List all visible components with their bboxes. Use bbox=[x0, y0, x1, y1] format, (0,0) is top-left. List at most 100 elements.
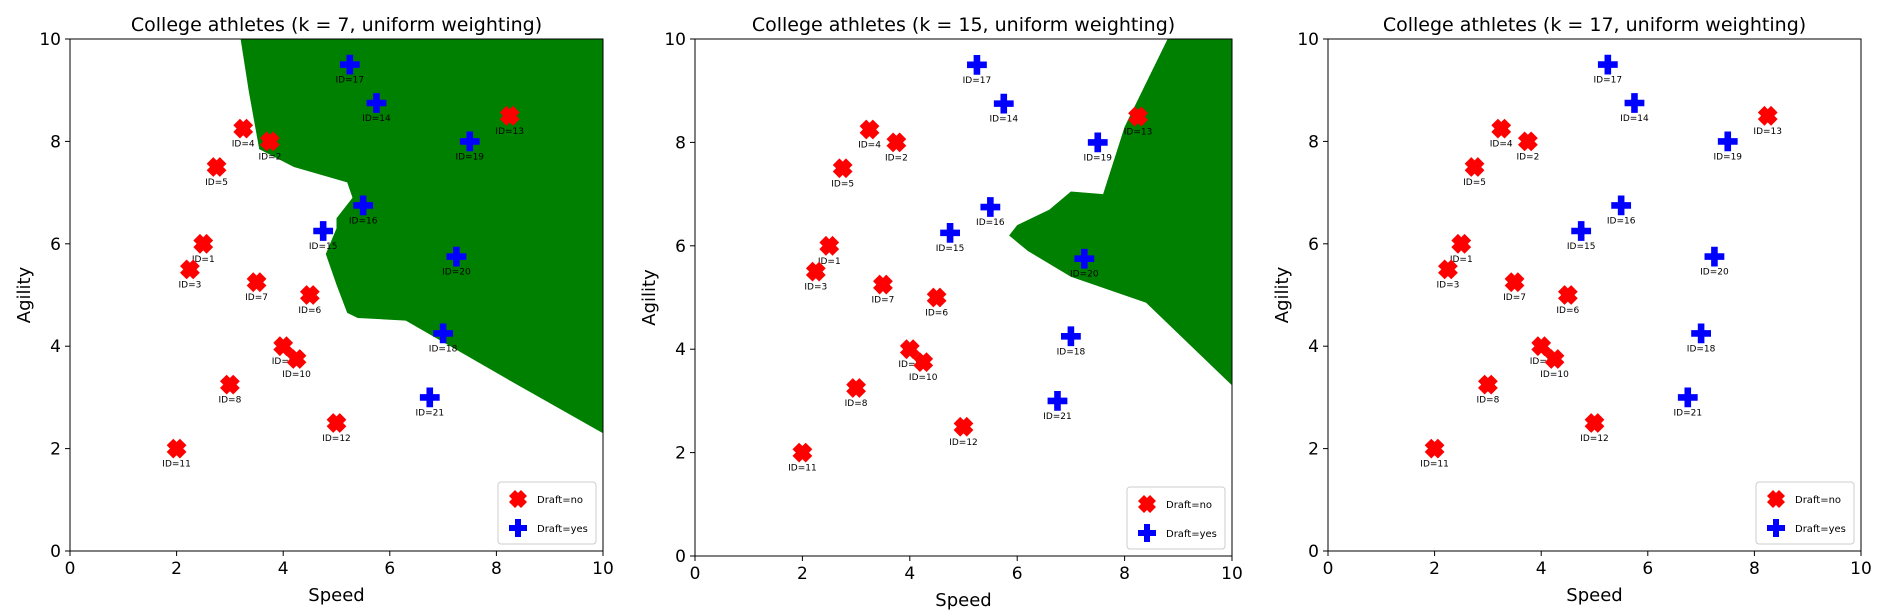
data-point-id-13 bbox=[1128, 106, 1148, 127]
y-tick-label: 0 bbox=[50, 542, 61, 562]
data-point-id-4 bbox=[233, 118, 254, 139]
point-label-id-11: ID=11 bbox=[1420, 460, 1449, 470]
legend-marker-draft-yes bbox=[509, 519, 527, 537]
y-tick-label: 2 bbox=[1308, 440, 1319, 460]
data-point-id-14 bbox=[366, 93, 387, 113]
point-label-id-6: ID=6 bbox=[925, 309, 948, 319]
x-tick-label: 10 bbox=[1850, 559, 1872, 579]
point-label-id-20: ID=20 bbox=[1070, 270, 1099, 280]
y-tick-label: 4 bbox=[1308, 337, 1319, 357]
point-label-id-12: ID=12 bbox=[322, 434, 351, 444]
data-point-id-17 bbox=[339, 54, 360, 75]
y-tick-label: 8 bbox=[50, 132, 61, 152]
data-point-id-15 bbox=[940, 222, 960, 243]
point-label-id-14: ID=14 bbox=[1620, 114, 1649, 124]
point-label-id-18: ID=18 bbox=[1057, 347, 1086, 357]
legend: Draft=no Draft=yes bbox=[1755, 481, 1855, 545]
y-tick-label: 0 bbox=[675, 547, 686, 567]
point-label-id-17: ID=17 bbox=[336, 76, 365, 86]
chart-title: College athletes (k = 7, uniform weighti… bbox=[131, 14, 542, 36]
point-label-id-11: ID=11 bbox=[162, 460, 191, 470]
data-point-id-17 bbox=[967, 54, 987, 75]
point-label-id-9: ID=9 bbox=[898, 360, 921, 370]
point-label-id-2: ID=2 bbox=[1516, 152, 1539, 162]
point-label-id-18: ID=18 bbox=[429, 344, 458, 354]
x-tick-label: 2 bbox=[1429, 559, 1440, 579]
y-tick-label: 8 bbox=[1308, 132, 1319, 152]
axes-frame bbox=[694, 38, 1233, 557]
data-point-id-1 bbox=[1451, 233, 1472, 254]
point-label-id-19: ID=19 bbox=[1083, 153, 1112, 163]
y-tick-label: 8 bbox=[675, 133, 686, 153]
point-label-id-14: ID=14 bbox=[989, 115, 1018, 125]
data-point-id-16 bbox=[353, 195, 374, 216]
data-point-id-15 bbox=[313, 221, 334, 241]
legend-marker-draft-no bbox=[1138, 495, 1156, 513]
data-point-id-21 bbox=[419, 387, 440, 408]
legend-label: Draft=no bbox=[537, 495, 583, 506]
legend-marker-draft-yes bbox=[1767, 519, 1785, 537]
chart-panel-2: ID=1 ID=2 ID=3 ID=4 ID=5 ID=6 ID=7 ID=8 ID=9 ID=1… bbox=[639, 14, 1243, 611]
series-draft-no: ID=1 ID=2 ID=3 ID=4 ID=5 ID=6 ID=7 ID=8 ID=9 ID=1… bbox=[1420, 105, 1782, 470]
data-point-id-20 bbox=[446, 246, 467, 267]
point-label-id-19: ID=19 bbox=[455, 152, 484, 162]
data-point-id-13 bbox=[499, 105, 520, 126]
point-label-id-4: ID=4 bbox=[1490, 140, 1513, 150]
data-point-id-5 bbox=[1464, 157, 1485, 177]
y-tick-label: 4 bbox=[50, 337, 61, 357]
axes-frame bbox=[69, 38, 604, 552]
chart-title: College athletes (k = 15, uniform weight… bbox=[752, 14, 1175, 36]
data-point-id-4 bbox=[859, 119, 880, 140]
data-point-id-9 bbox=[899, 339, 920, 360]
data-point-id-8 bbox=[220, 374, 240, 395]
point-label-id-19: ID=19 bbox=[1713, 152, 1742, 162]
legend-label: Draft=no bbox=[1795, 495, 1841, 506]
point-label-id-12: ID=12 bbox=[949, 438, 978, 448]
y-tick-label: 4 bbox=[675, 340, 686, 360]
data-point-id-8 bbox=[846, 378, 866, 398]
point-label-id-21: ID=21 bbox=[1673, 408, 1702, 418]
data-point-id-20 bbox=[1704, 246, 1725, 267]
data-point-id-9 bbox=[1531, 336, 1552, 357]
series-draft-no: ID=1 ID=2 ID=3 ID=4 ID=5 ID=6 ID=7 ID=8 ID=9 ID=1… bbox=[162, 105, 524, 470]
x-tick-label: 8 bbox=[491, 559, 502, 579]
data-point-id-10 bbox=[913, 352, 934, 373]
data-point-id-6 bbox=[299, 285, 320, 305]
y-tick-label: 6 bbox=[50, 235, 61, 255]
decision-region-draft-yes bbox=[240, 39, 603, 434]
y-tick-label: 2 bbox=[50, 440, 61, 460]
plot-area bbox=[1328, 39, 1861, 551]
y-axis-label: Agility bbox=[1272, 266, 1293, 323]
data-point-id-17 bbox=[1597, 54, 1618, 75]
point-label-id-5: ID=5 bbox=[1463, 178, 1486, 188]
series-draft-yes: ID=14 ID=15 ID=16 ID=17 ID=18 ID=19 ID=20 ID=21 bbox=[936, 54, 1112, 422]
x-tick-label: 4 bbox=[904, 564, 915, 584]
data-point-id-1 bbox=[819, 235, 840, 256]
legend-label: Draft=yes bbox=[1795, 524, 1846, 535]
data-point-id-2 bbox=[259, 131, 280, 152]
point-label-id-8: ID=8 bbox=[845, 399, 868, 409]
x-tick-label: 4 bbox=[1536, 559, 1547, 579]
y-tick-label: 2 bbox=[675, 444, 686, 464]
point-label-id-16: ID=16 bbox=[1607, 216, 1636, 226]
y-tick-label: 10 bbox=[39, 30, 61, 50]
series-draft-yes: ID=14 ID=15 ID=16 ID=17 ID=18 ID=19 ID=20 ID=21 bbox=[1567, 54, 1742, 418]
data-point-id-1 bbox=[193, 233, 214, 254]
point-label-id-8: ID=8 bbox=[218, 396, 241, 406]
data-point-id-6 bbox=[926, 287, 947, 308]
point-label-id-15: ID=15 bbox=[1567, 242, 1596, 252]
point-label-id-8: ID=8 bbox=[1476, 396, 1499, 406]
data-point-id-18 bbox=[433, 323, 453, 344]
chart-title: College athletes (k = 17, uniform weight… bbox=[1383, 14, 1806, 36]
data-point-id-10 bbox=[286, 349, 307, 369]
point-label-id-13: ID=13 bbox=[495, 127, 524, 137]
point-label-id-1: ID=1 bbox=[1450, 255, 1473, 265]
data-point-id-21 bbox=[1677, 387, 1698, 408]
point-label-id-13: ID=13 bbox=[1124, 128, 1153, 138]
x-tick-label: 0 bbox=[1323, 559, 1334, 579]
point-label-id-11: ID=11 bbox=[788, 464, 817, 474]
point-label-id-21: ID=21 bbox=[415, 408, 444, 418]
y-tick-label: 0 bbox=[1308, 542, 1319, 562]
series-draft-yes: ID=14 ID=15 ID=16 ID=17 ID=18 ID=19 ID=20 ID=21 bbox=[309, 54, 484, 418]
